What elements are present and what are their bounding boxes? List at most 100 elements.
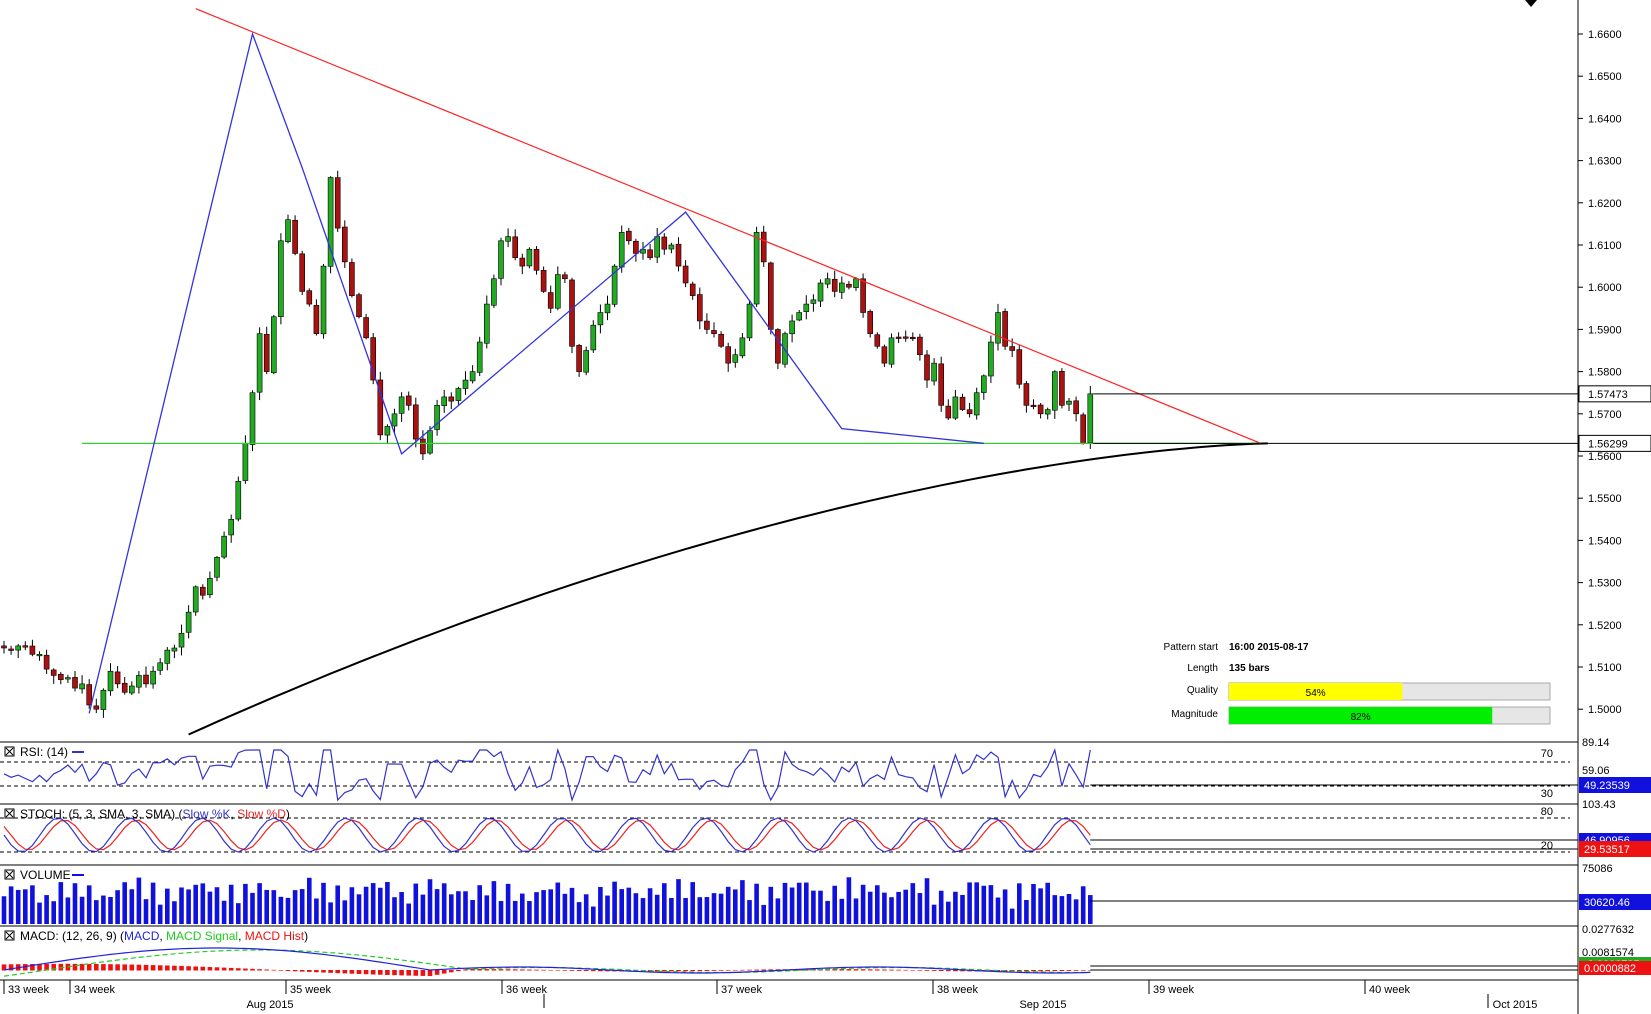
volume-bar bbox=[789, 887, 795, 924]
macd-hist-bar bbox=[725, 970, 731, 971]
stoch-close-cross-icon bbox=[5, 809, 14, 818]
macd-hist-bar bbox=[236, 968, 241, 971]
macd-hist-bar bbox=[221, 967, 227, 971]
candle bbox=[874, 332, 881, 349]
candle bbox=[917, 333, 923, 361]
volume-bar bbox=[818, 890, 823, 924]
volume-bar bbox=[647, 888, 653, 924]
volume-bar bbox=[236, 903, 241, 924]
candle-body bbox=[775, 329, 781, 364]
volume-bar bbox=[676, 879, 681, 924]
candle-body bbox=[363, 317, 369, 339]
candle-body bbox=[391, 413, 398, 427]
candle-body bbox=[228, 518, 234, 536]
volume-bar bbox=[1038, 888, 1043, 924]
volume-bar bbox=[761, 904, 766, 924]
macd-hist-bar bbox=[477, 969, 482, 971]
volume-bar bbox=[896, 891, 901, 924]
candle-body bbox=[57, 673, 64, 680]
candle bbox=[192, 585, 199, 616]
volume-bar bbox=[1059, 896, 1065, 924]
macd-hist-bar bbox=[1052, 970, 1058, 972]
scroll-arrow-icon[interactable] bbox=[1525, 0, 1537, 7]
macd-hist-label: MACD Hist bbox=[245, 929, 305, 943]
pattern-lines bbox=[82, 8, 1578, 714]
volume-bar bbox=[853, 898, 859, 924]
macd-hist-bar bbox=[1059, 970, 1065, 971]
support-price-tag: 1.56299 bbox=[1588, 438, 1628, 450]
month-ticks: Aug 2015 Sep 2015 Oct 2015 bbox=[246, 994, 1537, 1011]
stoch-level-80-label: 80 bbox=[1541, 806, 1553, 818]
macd-sep1: , bbox=[159, 929, 166, 943]
stoch-d-label: Slow %D bbox=[237, 807, 286, 821]
candle bbox=[846, 281, 852, 290]
volume-bar bbox=[427, 879, 433, 924]
volume-bar bbox=[264, 889, 269, 924]
price-tick-label: 1.5900 bbox=[1588, 324, 1622, 336]
price-tick-label: 1.6000 bbox=[1588, 282, 1622, 294]
candle bbox=[448, 392, 455, 410]
volume-bar bbox=[491, 881, 497, 924]
volume-bar bbox=[938, 890, 944, 924]
volume-bar bbox=[434, 889, 440, 924]
candle bbox=[512, 229, 519, 261]
macd-hist-bar bbox=[72, 963, 78, 971]
pattern-start-label: Pattern start bbox=[1164, 642, 1219, 653]
volume-bar bbox=[349, 887, 355, 924]
volume-top-label: 75086 bbox=[1582, 863, 1613, 875]
macd-title: MACD: (12, 26, 9) (MACD, MACD Signal, MA… bbox=[20, 929, 308, 943]
volume-bar bbox=[257, 883, 262, 924]
candle bbox=[1052, 370, 1058, 419]
candle bbox=[931, 358, 937, 386]
candle bbox=[704, 313, 710, 335]
stoch-title-suffix: ) bbox=[286, 807, 290, 821]
volume-bar bbox=[889, 897, 894, 924]
macd-hist-bar bbox=[740, 969, 745, 971]
macd-hist-bar bbox=[598, 970, 603, 972]
candle-body bbox=[789, 320, 795, 335]
candle bbox=[824, 272, 831, 289]
volume-bar bbox=[413, 883, 419, 924]
candle-body bbox=[285, 219, 291, 242]
length-value: 135 bars bbox=[1229, 663, 1270, 674]
candle bbox=[356, 292, 362, 319]
volume-bar bbox=[1, 896, 7, 924]
candle-body bbox=[519, 257, 526, 267]
macd-hist-bar bbox=[711, 970, 717, 971]
volume-bar bbox=[811, 890, 816, 924]
candle-body bbox=[895, 336, 902, 339]
candle bbox=[476, 336, 483, 377]
candle-body bbox=[498, 240, 504, 279]
volume-bar bbox=[704, 897, 710, 924]
candle-body bbox=[647, 249, 653, 258]
volume-bar bbox=[136, 877, 142, 924]
macd-hist-bar bbox=[271, 969, 277, 971]
candle bbox=[164, 647, 171, 671]
week-label: 39 week bbox=[1153, 984, 1194, 996]
candle-body bbox=[192, 586, 199, 613]
candle-body bbox=[100, 689, 107, 710]
macd-hist-bar bbox=[548, 969, 553, 971]
candle bbox=[633, 238, 639, 262]
volume-value-tag bbox=[1579, 894, 1651, 910]
macd-hist-bar bbox=[427, 970, 433, 977]
candle bbox=[895, 332, 902, 344]
macd-hist-bar bbox=[896, 969, 901, 971]
candle bbox=[1, 640, 7, 654]
candle-body bbox=[292, 219, 298, 254]
volume-bar bbox=[782, 882, 788, 924]
volume-bar bbox=[967, 882, 972, 924]
macd-hist-bar bbox=[1080, 970, 1086, 971]
candle-body bbox=[320, 265, 327, 335]
volume-bar bbox=[619, 889, 624, 924]
macd-hist-bar bbox=[512, 969, 518, 971]
rsi-top-label: 89.14 bbox=[1582, 737, 1610, 749]
volume-bar bbox=[917, 893, 923, 924]
candle-body bbox=[469, 371, 476, 382]
macd-hist-bar bbox=[434, 970, 440, 975]
candle bbox=[320, 264, 327, 339]
candle-body bbox=[817, 282, 824, 302]
candle bbox=[604, 295, 611, 321]
candle-body bbox=[1030, 404, 1037, 407]
